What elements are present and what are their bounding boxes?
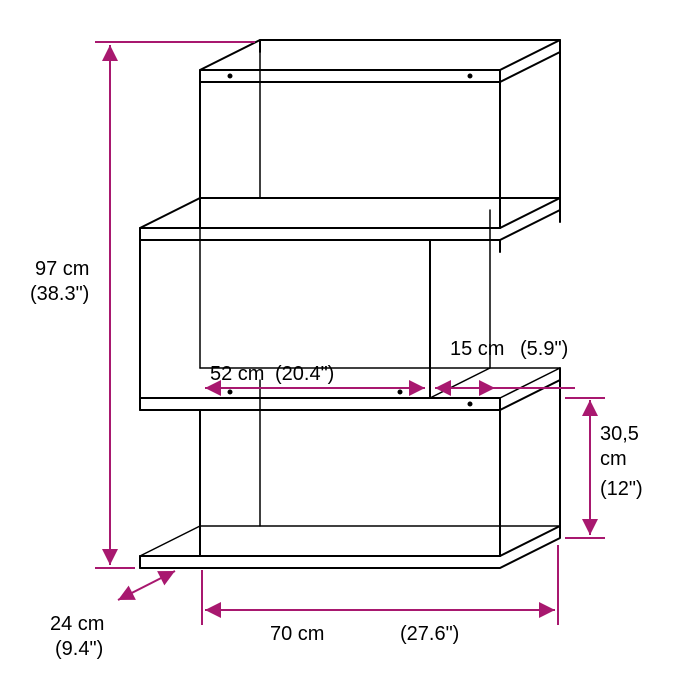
svg-text:15 cm: 15 cm	[450, 338, 504, 360]
width-cm: 70 cm	[270, 623, 324, 645]
svg-text:cm: cm	[600, 448, 627, 470]
svg-text:(12"): (12")	[600, 478, 643, 500]
shelfh-cm: 30,5	[600, 423, 639, 445]
depth-in: (9.4")	[55, 638, 103, 660]
depth-cm: 24 cm	[50, 613, 104, 635]
svg-text:(27.6"): (27.6")	[400, 623, 459, 645]
svg-text:(20.4"): (20.4")	[275, 363, 334, 385]
svg-text:(5.9"): (5.9")	[520, 338, 568, 360]
svg-text:52 cm: 52 cm	[210, 363, 264, 385]
svg-text:(38.3"): (38.3")	[30, 283, 89, 305]
dimension-labels: 97 cm (38.3") 24 cm (9.4") 70 cm (27.6")…	[30, 258, 643, 660]
svg-text:70 cm: 70 cm	[270, 623, 324, 645]
svg-text:30,5: 30,5	[600, 423, 639, 445]
gap-cm: 15 cm	[450, 338, 504, 360]
dimension-lines	[95, 42, 605, 625]
dimension-diagram: 97 cm (38.3") 24 cm (9.4") 70 cm (27.6")…	[0, 0, 700, 700]
height-in: (38.3")	[30, 283, 89, 305]
gap-in: (5.9")	[520, 338, 568, 360]
svg-text:97 cm: 97 cm	[35, 258, 89, 280]
inner-in: (20.4")	[275, 363, 334, 385]
width-in: (27.6")	[400, 623, 459, 645]
shelfh-in: (12")	[600, 478, 643, 500]
svg-text:(9.4"): (9.4")	[55, 638, 103, 660]
shelf-outline	[140, 40, 560, 568]
svg-text:24 cm: 24 cm	[50, 613, 104, 635]
inner-cm: 52 cm	[210, 363, 264, 385]
height-cm: 97 cm	[35, 258, 89, 280]
